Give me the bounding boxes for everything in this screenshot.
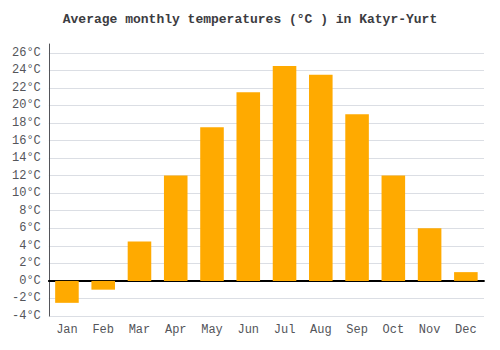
svg-text:Jan: Jan [56, 323, 78, 337]
svg-text:-2°C: -2°C [12, 291, 41, 305]
svg-text:14°C: 14°C [12, 151, 41, 165]
svg-text:May: May [201, 323, 223, 337]
svg-text:10°C: 10°C [12, 186, 41, 200]
svg-text:0°C: 0°C [19, 274, 41, 288]
svg-text:6°C: 6°C [19, 221, 41, 235]
svg-text:22°C: 22°C [12, 81, 41, 95]
svg-text:Mar: Mar [129, 323, 151, 337]
svg-text:20°C: 20°C [12, 98, 41, 112]
svg-text:24°C: 24°C [12, 63, 41, 77]
svg-text:Oct: Oct [383, 323, 405, 337]
svg-text:8°C: 8°C [19, 204, 41, 218]
svg-text:18°C: 18°C [12, 116, 41, 130]
svg-text:2°C: 2°C [19, 256, 41, 270]
svg-text:26°C: 26°C [12, 46, 41, 60]
svg-text:Jul: Jul [274, 323, 296, 337]
svg-text:Jun: Jun [237, 323, 259, 337]
svg-text:Dec: Dec [455, 323, 477, 337]
svg-text:Sep: Sep [346, 323, 368, 337]
svg-text:-4°C: -4°C [12, 309, 41, 323]
svg-text:12°C: 12°C [12, 169, 41, 183]
svg-text:16°C: 16°C [12, 134, 41, 148]
svg-text:Feb: Feb [92, 323, 114, 337]
svg-text:Average monthly temperatures (: Average monthly temperatures (°C ) in Ka… [63, 12, 437, 27]
svg-text:Apr: Apr [165, 323, 187, 337]
svg-text:Nov: Nov [419, 323, 441, 337]
svg-text:4°C: 4°C [19, 239, 41, 253]
svg-text:Aug: Aug [310, 323, 332, 337]
